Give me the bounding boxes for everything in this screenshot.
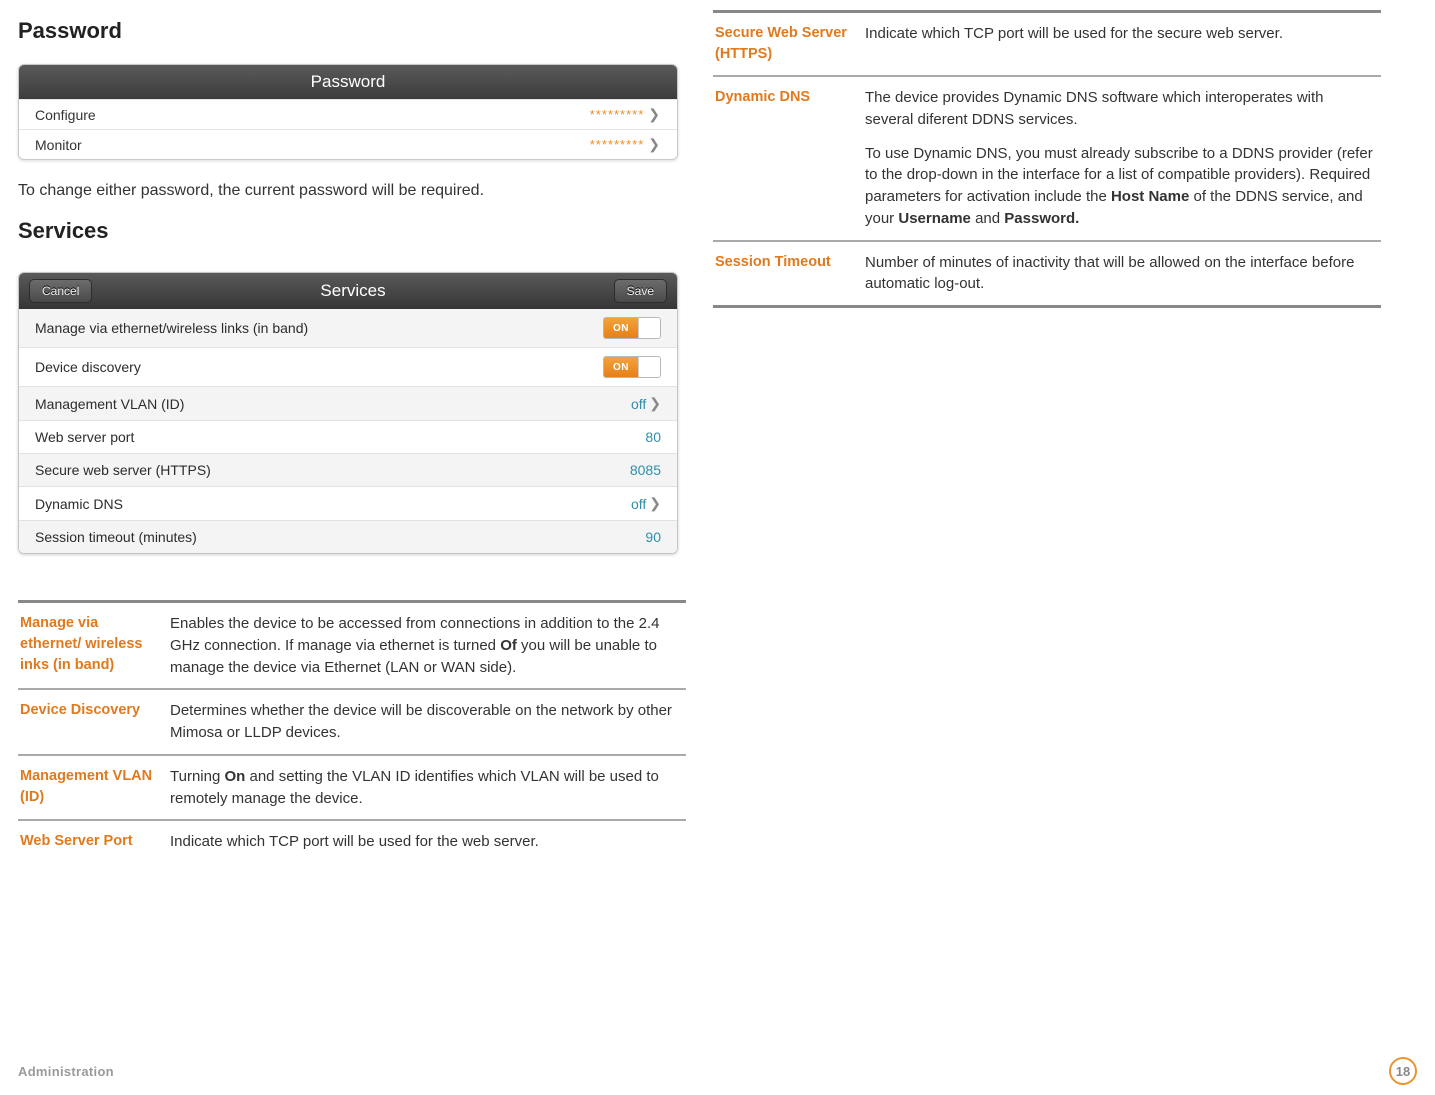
- services-row-label: Manage via ethernet/wireless links (in b…: [35, 320, 308, 336]
- table-row: Management VLAN (ID) Turning On and sett…: [18, 755, 686, 821]
- chevron-right-icon: ❯: [648, 106, 661, 123]
- password-row-configure[interactable]: Configure ********* ❯: [19, 99, 677, 129]
- def-term: Manage via ethernet/ wireless inks (in b…: [18, 602, 168, 690]
- password-panel: Password Configure ********* ❯ Monitor *…: [18, 64, 678, 160]
- password-row-label: Configure: [35, 107, 96, 123]
- page-number-badge: 18: [1389, 1057, 1417, 1085]
- password-row-label: Monitor: [35, 137, 82, 153]
- chevron-right-icon: ❯: [649, 395, 661, 412]
- services-row[interactable]: Device discovery ON: [19, 347, 677, 386]
- save-button[interactable]: Save: [614, 279, 667, 303]
- toggle-on[interactable]: ON: [603, 317, 661, 339]
- password-panel-title: Password: [19, 65, 677, 99]
- definitions-table-left: Manage via ethernet/ wireless inks (in b…: [18, 600, 686, 863]
- def-term: Dynamic DNS: [713, 76, 863, 241]
- services-panel-title: Services: [92, 281, 613, 301]
- table-row: Device Discovery Determines whether the …: [18, 689, 686, 755]
- services-row-label: Device discovery: [35, 359, 141, 375]
- cancel-button[interactable]: Cancel: [29, 279, 92, 303]
- heading-services: Services: [18, 218, 683, 244]
- def-term: Session Timeout: [713, 241, 863, 307]
- password-row-monitor[interactable]: Monitor ********* ❯: [19, 129, 677, 159]
- password-row-value: ********* ❯: [590, 136, 661, 153]
- def-desc: Enables the device to be accessed from c…: [168, 602, 686, 690]
- services-row-label: Secure web server (HTTPS): [35, 462, 211, 478]
- def-term: Web Server Port: [18, 820, 168, 863]
- def-term: Management VLAN (ID): [18, 755, 168, 821]
- services-row-value: 90: [645, 529, 661, 545]
- def-term: Device Discovery: [18, 689, 168, 755]
- services-row-value: 80: [645, 429, 661, 445]
- services-row[interactable]: Session timeout (minutes) 90: [19, 520, 677, 553]
- left-column: Password Password Configure ********* ❯ …: [18, 10, 683, 863]
- toggle-on[interactable]: ON: [603, 356, 661, 378]
- def-desc: The device provides Dynamic DNS software…: [863, 76, 1381, 241]
- chevron-right-icon: ❯: [648, 136, 661, 153]
- table-row: Session Timeout Number of minutes of ina…: [713, 241, 1381, 307]
- services-row-label: Session timeout (minutes): [35, 529, 197, 545]
- services-row[interactable]: Dynamic DNS off ❯: [19, 486, 677, 520]
- services-row-value: 8085: [630, 462, 661, 478]
- table-row: Dynamic DNS The device provides Dynamic …: [713, 76, 1381, 241]
- services-row-label: Management VLAN (ID): [35, 396, 184, 412]
- services-row[interactable]: Manage via ethernet/wireless links (in b…: [19, 309, 677, 347]
- def-desc: Indicate which TCP port will be used for…: [863, 12, 1381, 77]
- footer-section: Administration: [18, 1064, 114, 1079]
- password-note: To change either password, the current p…: [18, 182, 683, 200]
- def-desc: Number of minutes of inactivity that wil…: [863, 241, 1381, 307]
- def-desc: Indicate which TCP port will be used for…: [168, 820, 686, 863]
- definitions-table-right: Secure Web Server (HTTPS) Indicate which…: [713, 10, 1381, 308]
- password-row-value: ********* ❯: [590, 106, 661, 123]
- services-row-label: Web server port: [35, 429, 134, 445]
- table-row: Secure Web Server (HTTPS) Indicate which…: [713, 12, 1381, 77]
- services-row[interactable]: Web server port 80: [19, 420, 677, 453]
- services-row-value[interactable]: off ❯: [631, 395, 661, 412]
- services-row-label: Dynamic DNS: [35, 496, 123, 512]
- page-footer: Administration 18: [18, 1057, 1417, 1085]
- def-desc: Turning On and setting the VLAN ID ident…: [168, 755, 686, 821]
- services-row-value[interactable]: off ❯: [631, 495, 661, 512]
- heading-password: Password: [18, 18, 683, 44]
- services-row[interactable]: Secure web server (HTTPS) 8085: [19, 453, 677, 486]
- def-term: Secure Web Server (HTTPS): [713, 12, 863, 77]
- right-column: Secure Web Server (HTTPS) Indicate which…: [713, 10, 1378, 863]
- def-desc: Determines whether the device will be di…: [168, 689, 686, 755]
- table-row: Web Server Port Indicate which TCP port …: [18, 820, 686, 863]
- services-panel: Cancel Services Save Manage via ethernet…: [18, 272, 678, 554]
- chevron-right-icon: ❯: [649, 495, 661, 512]
- table-row: Manage via ethernet/ wireless inks (in b…: [18, 602, 686, 690]
- services-row[interactable]: Management VLAN (ID) off ❯: [19, 386, 677, 420]
